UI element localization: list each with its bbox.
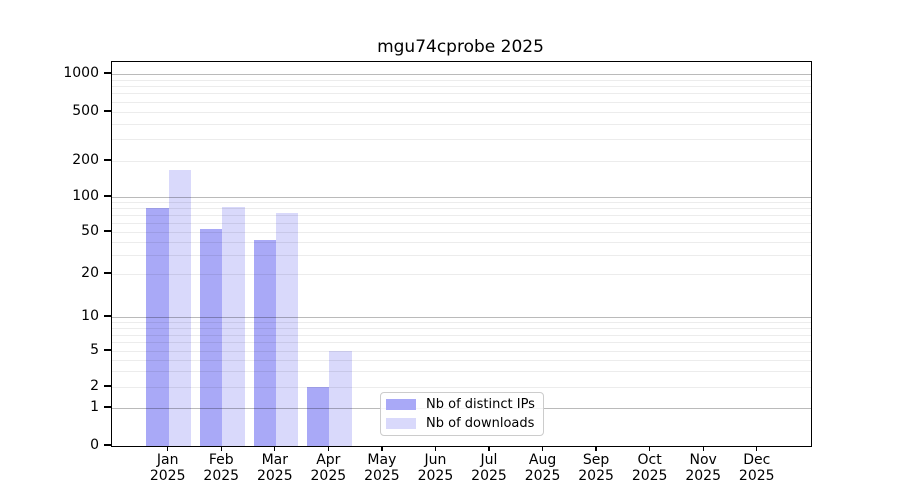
x-tick-label-may: May 2025 xyxy=(364,452,400,484)
y-tick-label-500: 500 xyxy=(72,102,99,119)
bar-apr-distinct-ips xyxy=(307,386,330,446)
gridline-500 xyxy=(112,111,811,113)
gridline-400 xyxy=(112,123,811,125)
x-tick-jun xyxy=(434,446,437,452)
gridline-40 xyxy=(112,242,811,244)
x-tick-jan xyxy=(167,446,169,452)
gridline-80 xyxy=(112,208,811,210)
plot-area: Nb of distinct IPs Nb of downloads xyxy=(111,61,812,447)
gridline-700 xyxy=(112,93,811,95)
gridline-600 xyxy=(112,101,811,103)
y-tick-0 xyxy=(104,444,111,446)
y-tick-5 xyxy=(104,349,111,351)
bar-feb-distinct-ips xyxy=(199,229,223,446)
x-tick-feb xyxy=(220,446,222,452)
gridline-9 xyxy=(112,322,811,324)
gridline-30 xyxy=(112,255,811,257)
x-tick-may xyxy=(381,446,383,452)
x-tick-nov xyxy=(702,446,704,452)
gridline-300 xyxy=(112,139,811,141)
bar-mar-downloads xyxy=(275,213,299,446)
legend-label-distinct-ips: Nb of distinct IPs xyxy=(426,397,535,412)
y-tick-label-10: 10 xyxy=(81,307,99,324)
x-tick-label-apr: Apr 2025 xyxy=(310,452,347,484)
x-tick-label-jul: Jul 2025 xyxy=(471,452,507,484)
x-tick-label-aug: Aug 2025 xyxy=(524,452,561,484)
x-tick-label-sep: Sep 2025 xyxy=(578,452,614,484)
gridline-4 xyxy=(112,359,811,361)
y-tick-label-200: 200 xyxy=(72,152,99,169)
x-tick-label-mar: Mar 2025 xyxy=(256,452,293,484)
legend-entry-distinct-ips: Nb of distinct IPs xyxy=(386,397,543,412)
y-tick-label-5: 5 xyxy=(90,342,99,359)
gridline-20 xyxy=(112,273,811,275)
x-tick-jul xyxy=(488,446,490,452)
y-tick-500 xyxy=(104,110,111,112)
gridline-1000 xyxy=(112,73,811,75)
y-tick-label-100: 100 xyxy=(72,188,99,205)
y-tick-100 xyxy=(104,195,111,197)
legend-entry-downloads: Nb of downloads xyxy=(386,416,543,431)
gridline-60 xyxy=(112,222,811,224)
y-tick-label-20: 20 xyxy=(81,264,99,281)
gridline-6 xyxy=(112,342,811,344)
gridline-10 xyxy=(112,316,811,318)
x-tick-label-oct: Oct 2025 xyxy=(631,452,668,484)
y-tick-50 xyxy=(104,230,111,232)
gridline-800 xyxy=(112,86,811,88)
gridline-70 xyxy=(112,215,811,217)
bar-jan-distinct-ips xyxy=(146,208,169,446)
x-tick-label-dec: Dec 2025 xyxy=(738,452,775,484)
x-tick-label-jan: Jan 2025 xyxy=(149,452,186,484)
gridline-3 xyxy=(112,371,811,373)
gridline-8 xyxy=(112,327,811,329)
x-tick-label-nov: Nov 2025 xyxy=(685,452,721,484)
x-tick-label-jun: Jun 2025 xyxy=(417,452,454,484)
x-tick-label-feb: Feb 2025 xyxy=(203,452,240,484)
y-tick-label-50: 50 xyxy=(81,223,99,240)
x-tick-dec xyxy=(756,446,758,452)
x-tick-mar xyxy=(274,446,276,452)
gridline-90 xyxy=(112,202,811,204)
y-tick-200 xyxy=(104,159,111,161)
y-tick-10 xyxy=(104,315,111,317)
y-tick-20 xyxy=(104,272,111,274)
x-tick-sep xyxy=(595,446,597,452)
legend: Nb of distinct IPs Nb of downloads xyxy=(380,392,544,436)
x-tick-apr xyxy=(327,446,330,452)
gridline-2 xyxy=(112,386,811,388)
y-tick-1000 xyxy=(104,72,111,74)
gridline-50 xyxy=(112,232,811,234)
gridline-7 xyxy=(112,334,811,336)
gridline-5 xyxy=(112,351,811,353)
bar-jan-downloads xyxy=(168,169,191,446)
y-tick-label-2: 2 xyxy=(90,377,99,394)
gridline-100 xyxy=(112,197,811,199)
bar-mar-distinct-ips xyxy=(253,240,276,446)
gridline-900 xyxy=(112,79,811,81)
x-tick-oct xyxy=(648,446,651,452)
legend-label-downloads: Nb of downloads xyxy=(426,416,535,431)
y-tick-label-0: 0 xyxy=(90,437,99,453)
legend-swatch-downloads xyxy=(386,418,416,429)
chart-title: mgu74cprobe 2025 xyxy=(377,37,544,57)
y-tick-label-1: 1 xyxy=(90,398,99,415)
legend-swatch-distinct-ips xyxy=(386,399,416,410)
y-tick-1 xyxy=(104,406,111,408)
y-tick-label-1000: 1000 xyxy=(63,64,99,81)
y-tick-2 xyxy=(104,385,111,387)
gridline-200 xyxy=(112,161,811,163)
bar-feb-downloads xyxy=(222,207,245,446)
bar-apr-downloads xyxy=(329,351,352,446)
x-tick-aug xyxy=(541,446,544,452)
